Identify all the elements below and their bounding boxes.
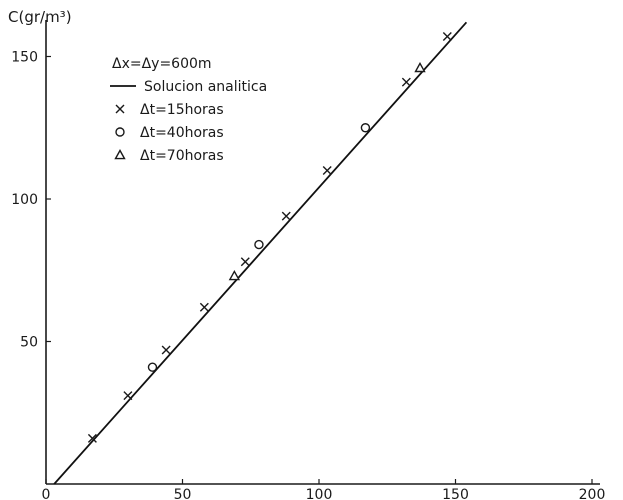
o-point-2 [360, 123, 371, 133]
series-3 [228, 61, 426, 281]
series-layer [53, 21, 468, 485]
y-tick-label-150: 150 [11, 50, 38, 66]
legend-o-symbol [115, 127, 125, 137]
x-point-0 [87, 433, 97, 443]
y-axis-label: C(gr/m³) [8, 8, 72, 26]
o-point-1 [254, 239, 264, 250]
x-point-8 [442, 32, 452, 42]
axes [45, 20, 600, 485]
legend-label-0: Solucion analitica [144, 79, 267, 95]
triangle-point-0 [228, 270, 241, 281]
x-point-6 [322, 166, 332, 175]
x-tick-label-150: 150 [442, 487, 469, 500]
x-point-4 [240, 257, 250, 267]
legend-triangle-symbol [114, 149, 126, 160]
o-point-0 [147, 362, 158, 372]
x-tick-label-200: 200 [579, 487, 606, 500]
legend: Δx=Δy=600m Solucion analitica Δt=15horas Δt… [110, 56, 267, 164]
legend-label-2: Δt=40horas [140, 125, 224, 141]
analytic-solution-line [53, 21, 468, 485]
series-2 [147, 123, 371, 372]
x-point-2 [161, 345, 171, 355]
x-point-5 [281, 211, 291, 221]
legend-label-3: Δt=70horas [140, 148, 224, 164]
legend-label-1: Δt=15horas [140, 102, 224, 118]
y-tick-label-50: 50 [20, 335, 38, 351]
x-tick-label-50: 50 [174, 487, 192, 500]
x-point-7 [401, 77, 411, 87]
x-tick-label-0: 0 [42, 487, 51, 500]
ticks: 0 50 100 150 200 50 100 150 [11, 50, 605, 500]
triangle-point-1 [414, 61, 426, 73]
legend-header: Δx=Δy=600m [112, 56, 212, 72]
x-point-3 [199, 302, 209, 312]
legend-x-symbol [115, 104, 125, 114]
series-0 [53, 21, 468, 485]
x-tick-label-100: 100 [306, 487, 333, 500]
x-point-1 [123, 391, 133, 401]
series-1 [87, 32, 452, 443]
y-tick-label-100: 100 [11, 192, 38, 208]
